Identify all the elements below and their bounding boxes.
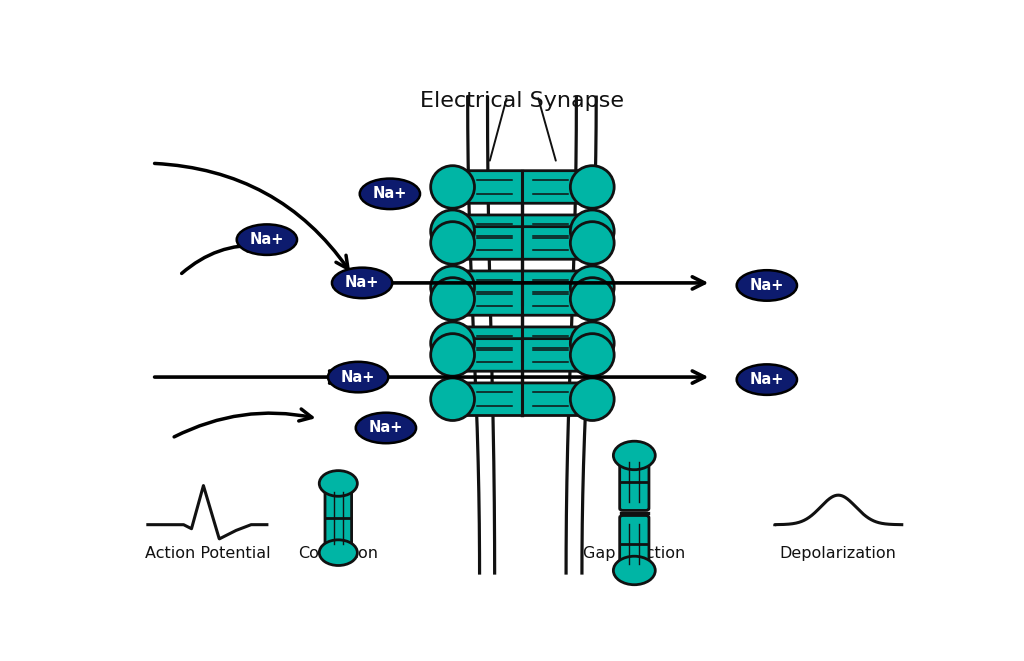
- Ellipse shape: [431, 266, 474, 309]
- Ellipse shape: [431, 221, 474, 264]
- Text: Electrical Synapse: Electrical Synapse: [421, 91, 625, 110]
- Ellipse shape: [332, 268, 392, 298]
- FancyBboxPatch shape: [450, 215, 595, 247]
- FancyBboxPatch shape: [620, 453, 649, 510]
- Ellipse shape: [613, 556, 655, 585]
- Ellipse shape: [570, 334, 614, 376]
- Ellipse shape: [431, 166, 474, 208]
- Text: Depolarization: Depolarization: [780, 546, 897, 561]
- Text: Na+: Na+: [750, 278, 784, 293]
- Ellipse shape: [613, 441, 655, 470]
- FancyBboxPatch shape: [450, 227, 595, 259]
- Ellipse shape: [570, 322, 614, 364]
- Ellipse shape: [736, 364, 797, 395]
- Ellipse shape: [570, 378, 614, 420]
- FancyBboxPatch shape: [450, 338, 595, 371]
- Text: Action Potential: Action Potential: [144, 546, 270, 561]
- Ellipse shape: [570, 166, 614, 208]
- Ellipse shape: [355, 412, 416, 444]
- Ellipse shape: [359, 178, 420, 209]
- Text: Gap Junction: Gap Junction: [584, 546, 685, 561]
- Ellipse shape: [319, 471, 357, 496]
- Ellipse shape: [570, 210, 614, 253]
- Text: Na+: Na+: [250, 232, 284, 247]
- Ellipse shape: [319, 540, 357, 566]
- Ellipse shape: [570, 266, 614, 309]
- Ellipse shape: [570, 278, 614, 320]
- Text: Na+: Na+: [750, 372, 784, 387]
- Text: Na+: Na+: [341, 369, 376, 385]
- FancyBboxPatch shape: [450, 283, 595, 315]
- Text: Na+: Na+: [345, 276, 379, 290]
- Ellipse shape: [431, 278, 474, 320]
- Text: Na+: Na+: [369, 420, 403, 436]
- FancyBboxPatch shape: [450, 383, 595, 416]
- Ellipse shape: [431, 378, 474, 420]
- Ellipse shape: [431, 210, 474, 253]
- Ellipse shape: [328, 362, 388, 393]
- FancyBboxPatch shape: [325, 481, 351, 555]
- FancyBboxPatch shape: [450, 271, 595, 303]
- FancyBboxPatch shape: [450, 171, 595, 203]
- FancyBboxPatch shape: [620, 516, 649, 572]
- FancyBboxPatch shape: [450, 327, 595, 360]
- Text: Connexon: Connexon: [298, 546, 378, 561]
- Ellipse shape: [431, 322, 474, 364]
- Ellipse shape: [736, 270, 797, 301]
- Ellipse shape: [237, 224, 297, 255]
- Ellipse shape: [431, 334, 474, 376]
- Text: Na+: Na+: [373, 186, 408, 202]
- Ellipse shape: [570, 221, 614, 264]
